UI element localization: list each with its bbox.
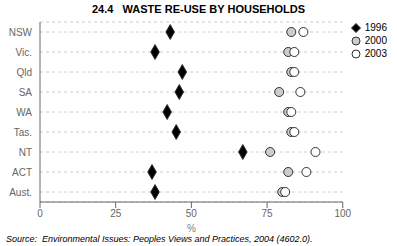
svg-text:%: %: [187, 223, 196, 232]
html-text:1996: 1996: [364, 22, 387, 33]
svg-text:25: 25: [110, 208, 122, 219]
svg-text:ACT: ACT: [12, 167, 32, 178]
svg-text:NT: NT: [19, 147, 32, 158]
svg-text:Qld: Qld: [16, 67, 32, 78]
svg-text:50: 50: [186, 208, 198, 219]
html-text:2000: 2000: [364, 35, 387, 46]
svg-text:Aust.: Aust.: [9, 187, 32, 198]
html-text:Source: Environmental Issues:: Source: Environmental Issues: Peoples Vi…: [6, 234, 313, 244]
svg-text:0: 0: [37, 208, 43, 219]
svg-text:Vic.: Vic.: [16, 47, 33, 58]
svg-text:Tas.: Tas.: [14, 127, 32, 138]
html-text:24.4 WASTE RE-USE BY HOUSEHOLD: 24.4 WASTE RE-USE BY HOUSEHOLDS: [91, 3, 306, 15]
svg-text:WA: WA: [16, 107, 32, 118]
svg-text:100: 100: [334, 208, 351, 219]
html-text:2003: 2003: [364, 48, 387, 59]
svg-text:NSW: NSW: [9, 27, 33, 38]
svg-text:75: 75: [262, 208, 274, 219]
svg-text:SA: SA: [19, 87, 33, 98]
